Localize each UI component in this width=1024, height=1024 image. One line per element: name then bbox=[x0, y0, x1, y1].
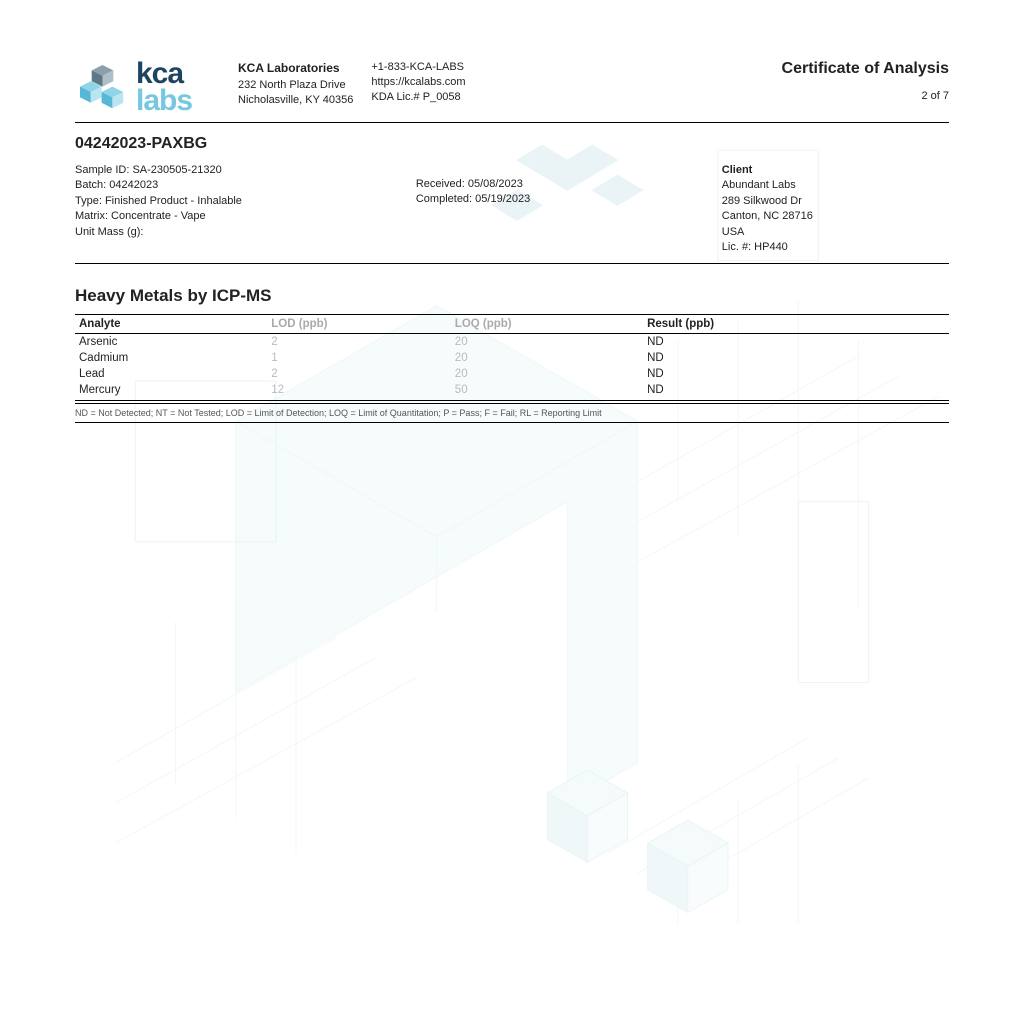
logo-cubes-icon bbox=[75, 65, 130, 110]
table-cell: 20 bbox=[451, 366, 643, 382]
page-number: 2 of 7 bbox=[782, 90, 949, 102]
table-bottom-rule-1 bbox=[75, 400, 949, 401]
sample-meta: Sample ID: SA-230505-21320 Batch: 042420… bbox=[75, 163, 949, 255]
sample-batch: Batch: 04242023 bbox=[75, 178, 355, 193]
client-info: Client Abundant Labs 289 Silkwood Dr Can… bbox=[722, 163, 949, 255]
company-address: KCA Laboratories 232 North Plaza Drive N… bbox=[238, 60, 353, 108]
legend-divider bbox=[75, 422, 949, 423]
certificate-heading: Certificate of Analysis 2 of 7 bbox=[782, 60, 949, 102]
client-name: Abundant Labs bbox=[722, 178, 949, 193]
client-addr1: 289 Silkwood Dr bbox=[722, 194, 949, 209]
client-addr2: Canton, NC 28716 bbox=[722, 209, 949, 224]
table-cell: 2 bbox=[267, 366, 451, 382]
logo: kca labs bbox=[75, 60, 220, 114]
table-cell: 2 bbox=[267, 334, 451, 351]
table-col-header: Result (ppb) bbox=[643, 315, 949, 334]
client-country: USA bbox=[722, 225, 949, 240]
logo-text-bottom: labs bbox=[136, 87, 192, 114]
sample-unit-mass: Unit Mass (g): bbox=[75, 225, 355, 240]
table-col-header: LOQ (ppb) bbox=[451, 315, 643, 334]
contact-url: https://kcalabs.com bbox=[371, 75, 465, 90]
table-cell: ND bbox=[643, 334, 949, 351]
table-cell: Lead bbox=[75, 366, 267, 382]
document-header: kca labs KCA Laboratories 232 North Plaz… bbox=[75, 60, 949, 114]
table-cell: 20 bbox=[451, 350, 643, 366]
table-col-header: LOD (ppb) bbox=[267, 315, 451, 334]
table-bottom-rule-2 bbox=[75, 403, 949, 404]
logo-text-top: kca bbox=[136, 60, 192, 87]
table-cell: 50 bbox=[451, 382, 643, 398]
sample-info: Sample ID: SA-230505-21320 Batch: 042420… bbox=[75, 163, 355, 255]
company-addr2: Nicholasville, KY 40356 bbox=[238, 93, 353, 108]
table-cell: Cadmium bbox=[75, 350, 267, 366]
table-row: Cadmium120ND bbox=[75, 350, 949, 366]
results-table: AnalyteLOD (ppb)LOQ (ppb)Result (ppb) Ar… bbox=[75, 314, 949, 398]
sample-matrix: Matrix: Concentrate - Vape bbox=[75, 209, 355, 224]
table-header-row: AnalyteLOD (ppb)LOQ (ppb)Result (ppb) bbox=[75, 315, 949, 334]
section-title: Heavy Metals by ICP-MS bbox=[75, 286, 949, 306]
client-header: Client bbox=[722, 163, 949, 178]
table-cell: ND bbox=[643, 366, 949, 382]
table-cell: 1 bbox=[267, 350, 451, 366]
company-addr1: 232 North Plaza Drive bbox=[238, 78, 353, 93]
table-cell: Mercury bbox=[75, 382, 267, 398]
table-cell: 20 bbox=[451, 334, 643, 351]
table-cell: Arsenic bbox=[75, 334, 267, 351]
table-cell: ND bbox=[643, 350, 949, 366]
table-row: Mercury1250ND bbox=[75, 382, 949, 398]
table-col-header: Analyte bbox=[75, 315, 267, 334]
meta-divider bbox=[75, 263, 949, 264]
table-cell: 12 bbox=[267, 382, 451, 398]
company-name: KCA Laboratories bbox=[238, 60, 353, 76]
company-contact: +1-833-KCA-LABS https://kcalabs.com KDA … bbox=[371, 60, 465, 105]
date-completed: Completed: 05/19/2023 bbox=[416, 192, 661, 207]
client-lic: Lic. #: HP440 bbox=[722, 240, 949, 255]
sample-number: 04242023-PAXBG bbox=[75, 135, 949, 153]
table-cell: ND bbox=[643, 382, 949, 398]
date-received: Received: 05/08/2023 bbox=[416, 177, 661, 192]
sample-id: Sample ID: SA-230505-21320 bbox=[75, 163, 355, 178]
contact-lic: KDA Lic.# P_0058 bbox=[371, 90, 465, 105]
table-legend: ND = Not Detected; NT = Not Tested; LOD … bbox=[75, 408, 949, 418]
contact-phone: +1-833-KCA-LABS bbox=[371, 60, 465, 75]
table-row: Arsenic220ND bbox=[75, 334, 949, 351]
table-row: Lead220ND bbox=[75, 366, 949, 382]
sample-type: Type: Finished Product - Inhalable bbox=[75, 194, 355, 209]
certificate-title: Certificate of Analysis bbox=[782, 60, 949, 78]
header-divider bbox=[75, 122, 949, 123]
date-info: Received: 05/08/2023 Completed: 05/19/20… bbox=[416, 163, 661, 255]
